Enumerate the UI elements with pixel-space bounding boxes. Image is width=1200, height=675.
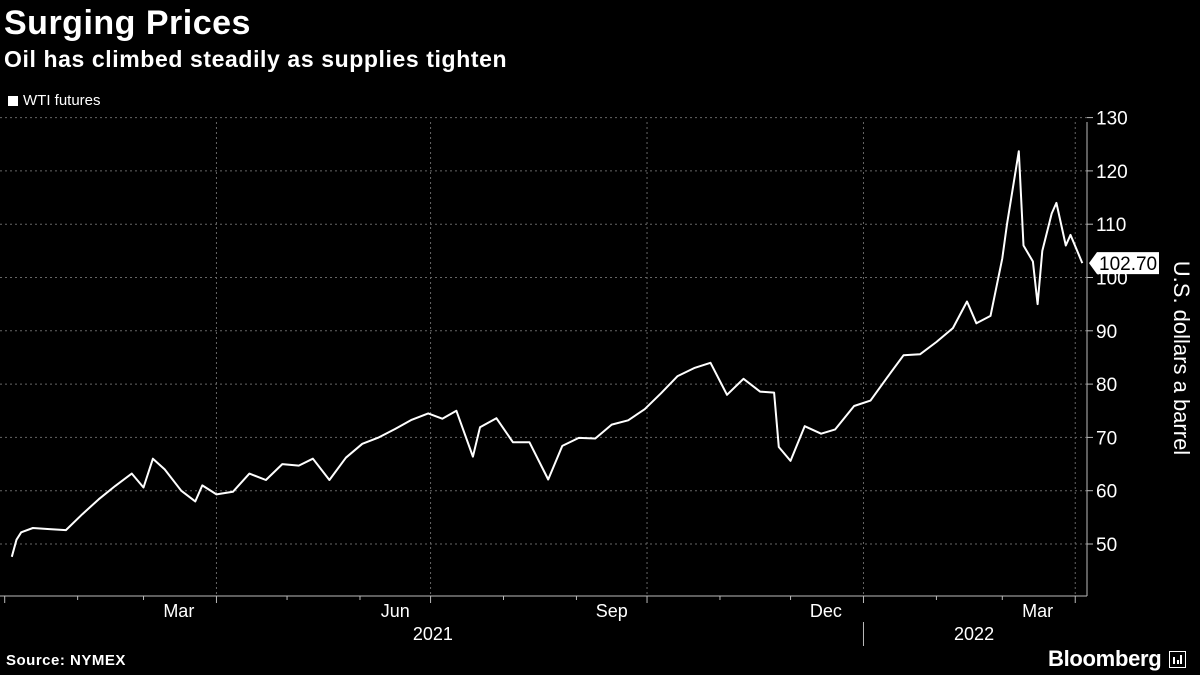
y-tick-label: 80 [1096, 375, 1117, 396]
legend: WTI futures [8, 92, 101, 109]
x-tick-label: Mar [1022, 601, 1053, 621]
brand-name: Bloomberg [1048, 646, 1162, 671]
series-layer [10, 150, 1084, 558]
x-tick-label: Sep [596, 601, 628, 621]
x-tick-label: Jun [381, 601, 410, 621]
y-tick-label: 110 [1096, 215, 1126, 236]
source-note: Source: NYMEX [6, 652, 126, 669]
y-tick-label: 60 [1096, 482, 1117, 503]
x-tick-label: Dec [810, 601, 842, 621]
y-tick-label: 50 [1096, 535, 1117, 556]
y-axis-title: U.S. dollars a barrel [1169, 261, 1194, 455]
y-tick-label: 90 [1096, 322, 1117, 343]
chart-title: Surging Prices [4, 4, 251, 42]
legend-swatch [8, 95, 18, 106]
x-year-label: 2021 [413, 624, 453, 644]
last-value-label: 102.70 [1099, 254, 1157, 275]
y-tick-label: 130 [1096, 109, 1128, 130]
y-tick-label: 120 [1096, 162, 1128, 183]
brand-logo: Bloomberg [1048, 646, 1187, 672]
y-tick-label: 70 [1096, 428, 1117, 449]
series-line-wti [10, 150, 1084, 558]
chart-subtitle: Oil has climbed steadily as supplies tig… [4, 46, 508, 72]
terminal-icon [1169, 650, 1187, 668]
axes [0, 117, 1093, 646]
x-tick-label: Mar [163, 601, 194, 621]
legend-label: WTI futures [23, 92, 101, 109]
last-value-badge [1089, 252, 1159, 275]
x-year-label: 2022 [954, 624, 994, 644]
grid-lines [0, 117, 1087, 596]
